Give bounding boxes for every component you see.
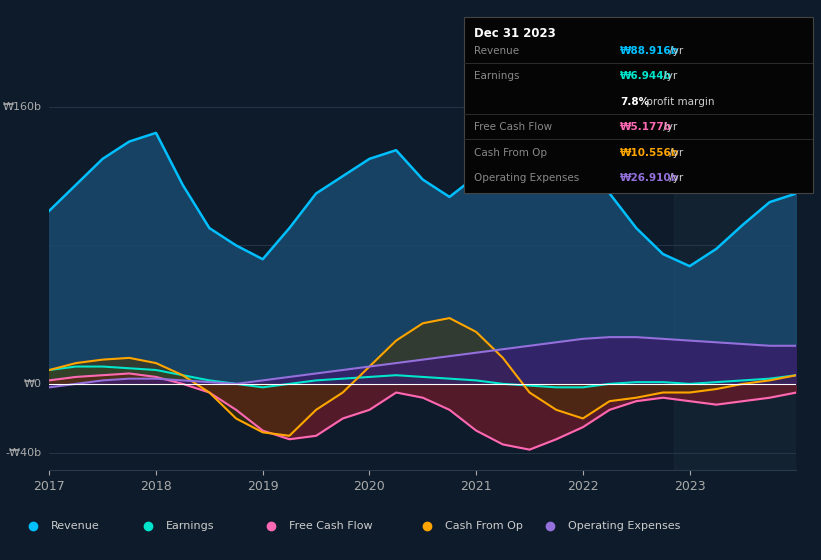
Text: /yr: /yr [660, 71, 677, 81]
Text: ₩0: ₩0 [24, 379, 42, 389]
Text: ₩88.916b: ₩88.916b [620, 46, 679, 56]
Text: ₩26.910b: ₩26.910b [620, 173, 679, 183]
Text: ₩6.944b: ₩6.944b [620, 71, 672, 81]
Text: Operating Expenses: Operating Expenses [568, 521, 681, 531]
Text: 7.8%: 7.8% [620, 97, 649, 107]
Text: Cash From Op: Cash From Op [474, 148, 547, 158]
Text: Revenue: Revenue [51, 521, 99, 531]
Text: Cash From Op: Cash From Op [445, 521, 523, 531]
Text: Dec 31 2023: Dec 31 2023 [474, 27, 556, 40]
Text: Free Cash Flow: Free Cash Flow [289, 521, 373, 531]
Text: Free Cash Flow: Free Cash Flow [474, 122, 552, 132]
Text: ₩5.177b: ₩5.177b [620, 122, 672, 132]
Text: profit margin: profit margin [643, 97, 714, 107]
Text: /yr: /yr [666, 148, 683, 158]
Text: -₩40b: -₩40b [6, 448, 42, 458]
Text: Operating Expenses: Operating Expenses [474, 173, 579, 183]
Text: Earnings: Earnings [474, 71, 519, 81]
Text: /yr: /yr [660, 122, 677, 132]
Text: ₩160b: ₩160b [2, 102, 42, 112]
Text: Revenue: Revenue [474, 46, 519, 56]
Text: /yr: /yr [666, 173, 683, 183]
Text: Earnings: Earnings [166, 521, 214, 531]
Bar [674, 90, 796, 470]
Text: /yr: /yr [666, 46, 683, 56]
Text: ₩10.556b: ₩10.556b [620, 148, 679, 158]
